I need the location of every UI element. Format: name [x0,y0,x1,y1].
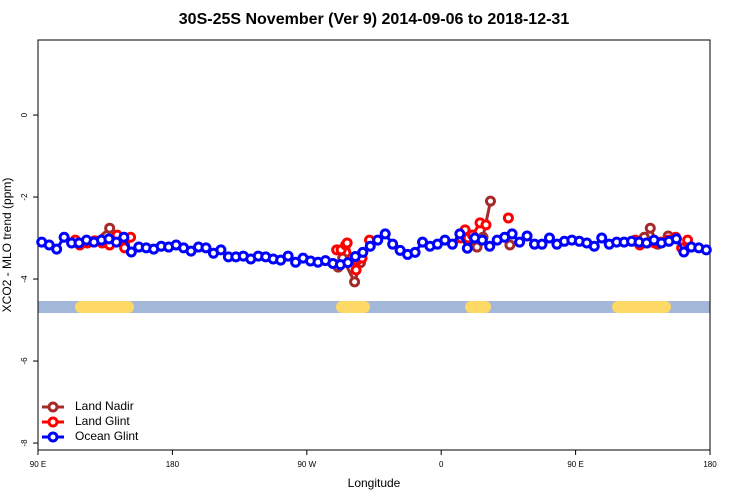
legend-marker [47,401,59,413]
data-point [409,246,421,258]
data-point [350,264,362,276]
surface-band [38,301,710,313]
data-point [700,244,712,256]
data-point [502,212,514,224]
land-band [612,301,671,313]
land-band [75,301,134,313]
legend-label: Land Nadir [75,399,134,413]
data-point [484,195,496,207]
data-point [364,240,376,252]
data-point [644,222,656,234]
data-point [446,238,458,250]
data-point [341,237,353,249]
data-point [480,219,492,231]
data-point [200,242,212,254]
y-tick-label: -4 [20,275,29,283]
ocean-band [38,301,710,313]
data-point [506,228,518,240]
data-point [104,222,116,234]
data-point [357,246,369,258]
data-point [596,232,608,244]
y-tick-label: -2 [20,193,29,201]
x-tick-label: 180 [166,460,180,469]
data-point [588,240,600,252]
data-point [387,238,399,250]
data-point [125,246,137,258]
y-tick-label: -8 [20,439,29,447]
data-point [670,233,682,245]
x-tick-label: 90 E [567,460,583,469]
data-point [543,232,555,244]
data-point [349,276,361,288]
x-tick-label: 0 [439,460,444,469]
data-point [461,242,473,254]
data-point [215,244,227,256]
y-axis-label: XCO2 - MLO trend (ppm) [0,178,14,313]
x-tick-label: 180 [703,460,717,469]
legend-label: Land Glint [75,414,130,428]
y-tick-label: 0 [20,112,29,117]
data-point [476,234,488,246]
data-point [110,236,122,248]
data-point [536,238,548,250]
data-point [372,234,384,246]
land-band [465,301,491,313]
x-tick-label: 90 E [30,460,46,469]
y-tick-label: -6 [20,357,29,365]
data-point [342,257,354,269]
data-point [484,240,496,252]
data-point [379,228,391,240]
x-axis-label: Longitude [348,476,401,490]
data-point [118,231,130,243]
land-band [336,301,370,313]
legend-marker [47,416,59,428]
chart-title: 30S-25S November (Ver 9) 2014-09-06 to 2… [179,11,570,28]
data-point [454,228,466,240]
legend-label: Ocean Glint [75,429,139,443]
data-point [504,239,516,251]
data-point [282,250,294,262]
x-tick-label: 90 W [297,460,316,469]
data-point [58,231,70,243]
data-point [521,230,533,242]
legend-marker [47,431,59,443]
data-point [514,236,526,248]
data-point [678,246,690,258]
data-point [51,243,63,255]
